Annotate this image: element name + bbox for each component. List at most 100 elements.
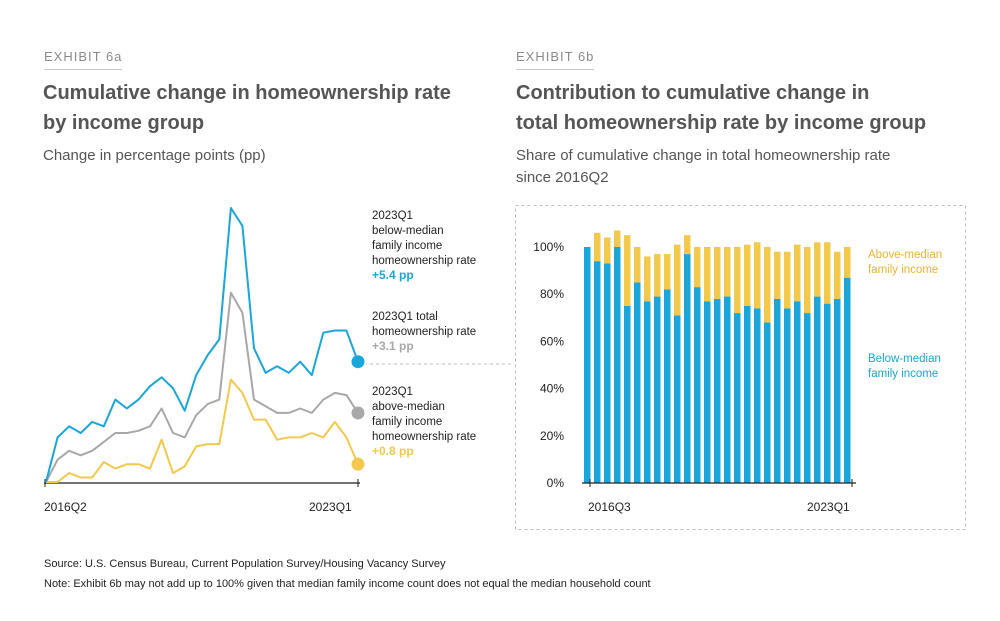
legend-0-line2: family income (868, 264, 938, 276)
line-chart: 2016Q2 2023Q1 2023Q1 below-median family i… (44, 207, 511, 514)
bar-legend: Above-median family income Below-median fam… (868, 249, 942, 380)
bar-above-12 (704, 247, 711, 302)
bar-below-11 (694, 287, 701, 483)
x-label-end: 2023Q1 (309, 500, 352, 514)
bar-y-axis-ticks: 100% 80% 60% 40% 20% 0% (533, 240, 564, 490)
bar-above-8 (664, 254, 671, 290)
bar-below-22 (804, 313, 811, 483)
bar-x-label-start: 2016Q3 (588, 500, 631, 514)
bar-below-5 (634, 282, 641, 483)
bar-below-7 (654, 296, 661, 483)
bar-above-20 (784, 251, 791, 309)
exhibit-6b-title: Contribution to cumulative change in tot… (516, 78, 926, 138)
bar-above-17 (754, 242, 761, 309)
bar-above-22 (804, 247, 811, 314)
bar-above-24 (824, 242, 831, 304)
y-tick-20: 20% (540, 429, 564, 443)
y-tick-80: 80% (540, 287, 564, 301)
bar-above-16 (744, 244, 751, 306)
bar-below-20 (784, 308, 791, 483)
bar-above-25 (834, 251, 841, 299)
bar-below-2 (604, 263, 611, 483)
annotation-1-line-1: homeownership rate (372, 326, 476, 338)
bar-above-26 (844, 247, 851, 278)
line-series-group (45, 207, 365, 483)
annotation-0-line-3: homeownership rate (372, 255, 476, 267)
bar-above-2 (604, 237, 611, 264)
annotation-2-line-0: 2023Q1 (372, 386, 413, 398)
bar-x-label-end: 2023Q1 (807, 500, 850, 514)
exhibit-6a-label: EXHIBIT 6a (44, 49, 123, 70)
bar-above-4 (624, 235, 631, 306)
exhibit-6b-subtitle: Share of cumulative change in total home… (516, 145, 890, 189)
exhibit-6b-label: EXHIBIT 6b (516, 49, 595, 70)
bar-above-9 (674, 244, 681, 316)
annotation-1-line-0: 2023Q1 total (372, 311, 438, 323)
bars-group (584, 230, 851, 483)
y-tick-0: 0% (547, 476, 565, 490)
annotation-2-value: +0.8 pp (372, 444, 414, 458)
annotation-2-line-2: family income (372, 416, 442, 428)
bar-below-16 (744, 306, 751, 483)
bar-below-3 (614, 247, 621, 483)
x-label-start: 2016Q2 (44, 500, 87, 514)
annotation-0-line-2: family income (372, 240, 442, 252)
bar-below-19 (774, 298, 781, 483)
bar-above-14 (724, 247, 731, 297)
bar-below-9 (674, 315, 681, 483)
legend-1-line2: family income (868, 368, 938, 380)
legend-1-line1: Below-median (868, 353, 941, 365)
bar-below-17 (754, 308, 761, 483)
exhibit-6a-subtitle: Change in percentage points (pp) (43, 147, 266, 164)
bar-above-23 (814, 242, 821, 297)
bar-chart: 100% 80% 60% 40% 20% 0% 2016Q3 2023Q1 Above-m… (515, 205, 966, 530)
bar-above-11 (694, 247, 701, 288)
bar-below-15 (734, 313, 741, 483)
y-tick-40: 40% (540, 382, 564, 396)
bar-below-10 (684, 254, 691, 483)
bar-above-6 (644, 256, 651, 302)
legend-0-line1: Above-median (868, 249, 942, 261)
exhibit-6b-title-line2: total homeownership rate by income group (516, 112, 927, 134)
bar-below-26 (844, 277, 851, 483)
bar-above-1 (594, 232, 601, 262)
bar-below-8 (664, 289, 671, 483)
annotation-2-line-3: homeownership rate (372, 431, 476, 443)
exhibit-6b-title-line1: Contribution to cumulative change in (516, 82, 870, 104)
bar-below-6 (644, 301, 651, 483)
y-tick-60: 60% (540, 334, 564, 348)
exhibit-6a-title-line2: by income group (43, 112, 205, 134)
bar-chart-frame (515, 205, 966, 530)
bar-above-5 (634, 247, 641, 283)
bar-above-13 (714, 247, 721, 299)
endpoint-total (351, 406, 365, 420)
endpoint-below-median (351, 355, 365, 369)
bar-below-4 (624, 306, 631, 483)
bar-below-23 (814, 296, 821, 483)
bar-above-7 (654, 254, 661, 297)
y-tick-100: 100% (533, 240, 564, 254)
exhibit-6a-title-line1: Cumulative change in homeownership rate (43, 82, 451, 104)
line-above-median (46, 378, 359, 483)
bar-below-1 (594, 261, 601, 483)
bar-above-3 (614, 230, 621, 247)
bar-above-18 (764, 247, 771, 323)
bar-above-10 (684, 235, 691, 255)
line-total (45, 291, 359, 483)
exhibit-6a-title: Cumulative change in homeownership rate … (43, 78, 451, 138)
bar-above-21 (794, 244, 801, 302)
bar-below-14 (724, 296, 731, 483)
endpoint-above-median (351, 457, 365, 471)
exhibit-6b-subtitle-line2: since 2016Q2 (516, 169, 609, 186)
annotation-2-line-1: above-median (372, 401, 445, 413)
annotation-0-line-0: 2023Q1 (372, 210, 413, 222)
bar-below-24 (824, 303, 831, 483)
bar-below-18 (764, 322, 771, 483)
footnote: Note: Exhibit 6b may not add up to 100% … (44, 578, 651, 590)
exhibit-6b-subtitle-line1: Share of cumulative change in total home… (516, 147, 891, 164)
source-note: Source: U.S. Census Bureau, Current Popu… (44, 558, 446, 570)
line-annotations: 2023Q1 below-median family income homeowner… (372, 210, 476, 458)
annotation-1-value: +3.1 pp (372, 339, 414, 353)
bar-below-0 (584, 247, 591, 483)
